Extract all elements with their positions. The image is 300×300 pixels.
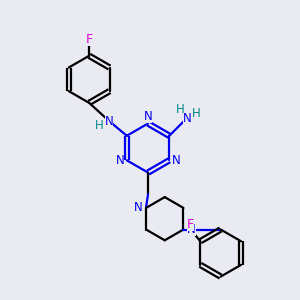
- Text: F: F: [187, 218, 194, 231]
- Text: N: N: [105, 115, 113, 128]
- Text: F: F: [85, 33, 93, 46]
- Text: N: N: [172, 154, 181, 167]
- Text: N: N: [187, 223, 196, 236]
- Text: H: H: [191, 107, 200, 120]
- Text: N: N: [116, 154, 124, 167]
- Text: H: H: [95, 119, 104, 133]
- Text: N: N: [183, 112, 191, 124]
- Text: H: H: [176, 103, 184, 116]
- Text: N: N: [144, 110, 152, 123]
- Text: N: N: [134, 201, 142, 214]
